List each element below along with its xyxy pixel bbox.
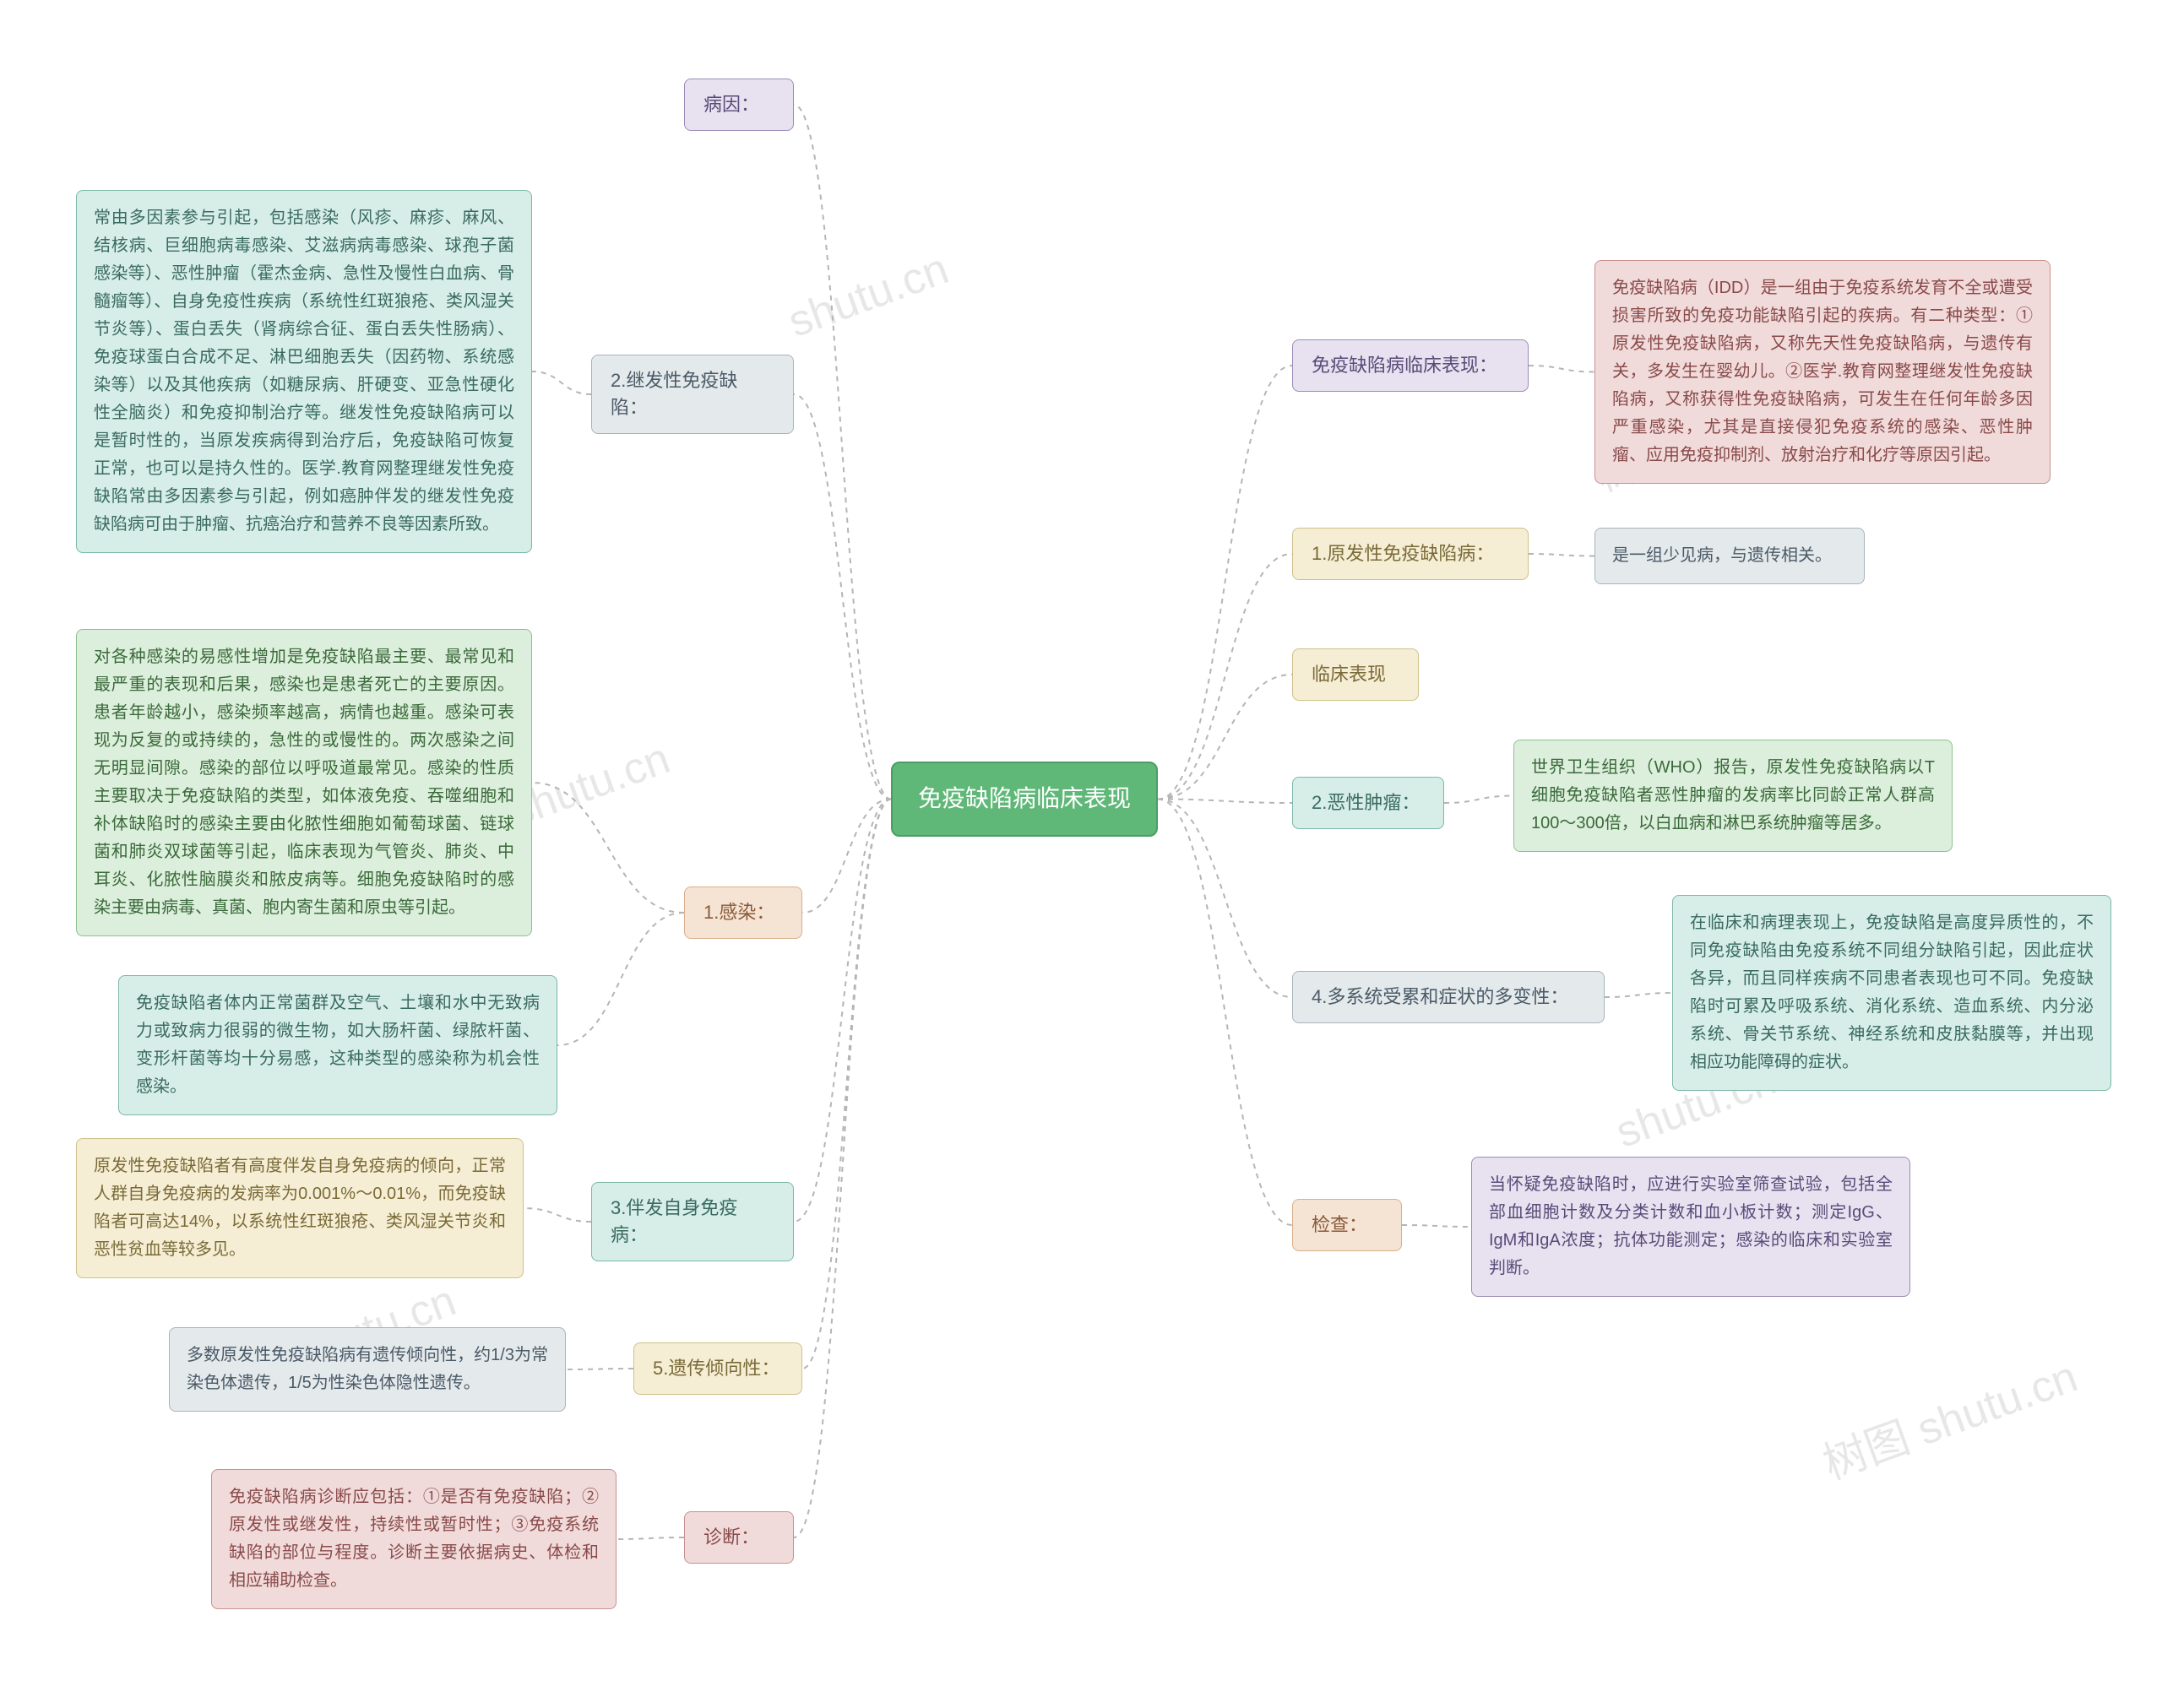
branch-left-3: 3.伴发自身免疫病：	[591, 1182, 794, 1261]
branch-right-4: 4.多系统受累和症状的多变性：	[1292, 971, 1605, 1023]
leaf-right-1: 是一组少见病，与遗传相关。	[1594, 528, 1865, 584]
leaf-left-2-0: 对各种感染的易感性增加是免疫缺陷最主要、最常见和最严重的表现和后果，感染也是患者…	[76, 629, 532, 936]
branch-right-0: 免疫缺陷病临床表现：	[1292, 339, 1529, 392]
watermark: shutu.cn	[782, 243, 955, 348]
leaf-right-4: 在临床和病理表现上，免疫缺陷是高度异质性的，不同免疫缺陷由免疫系统不同组分缺陷引…	[1672, 895, 2111, 1091]
branch-left-4: 5.遗传倾向性：	[633, 1342, 802, 1395]
leaf-right-5: 当怀疑免疫缺陷时，应进行实验室筛查试验，包括全部血细胞计数及分类计数和血小板计数…	[1471, 1157, 1910, 1297]
branch-left-5: 诊断：	[684, 1511, 794, 1564]
leaf-right-0: 免疫缺陷病（IDD）是一组由于免疫系统发育不全或遭受损害所致的免疫功能缺陷引起的…	[1594, 260, 2051, 484]
leaf-left-1: 常由多因素参与引起，包括感染（风疹、麻疹、麻风、结核病、巨细胞病毒感染、艾滋病病…	[76, 190, 532, 553]
branch-right-2: 临床表现	[1292, 648, 1419, 701]
leaf-right-3: 世界卫生组织（WHO）报告，原发性免疫缺陷病以T细胞免疫缺陷者恶性肿瘤的发病率比…	[1513, 740, 1953, 852]
branch-right-5: 检查：	[1292, 1199, 1402, 1251]
branch-right-3: 2.恶性肿瘤：	[1292, 777, 1444, 829]
branch-right-1: 1.原发性免疫缺陷病：	[1292, 528, 1529, 580]
branch-left-2: 1.感染：	[684, 887, 802, 939]
branch-left-0: 病因：	[684, 79, 794, 131]
leaf-left-5: 免疫缺陷病诊断应包括：①是否有免疫缺陷；②原发性或继发性，持续性或暂时性；③免疫…	[211, 1469, 617, 1609]
leaf-left-3: 原发性免疫缺陷者有高度伴发自身免疫病的倾向，正常人群自身免疫病的发病率为0.00…	[76, 1138, 524, 1278]
watermark: 树图 shutu.cn	[1813, 1341, 2085, 1491]
leaf-left-4: 多数原发性免疫缺陷病有遗传倾向性，约1/3为常染色体遗传，1/5为性染色体隐性遗…	[169, 1327, 566, 1412]
branch-left-1: 2.继发性免疫缺陷：	[591, 355, 794, 434]
center-node: 免疫缺陷病临床表现	[891, 762, 1158, 837]
leaf-left-2-1: 免疫缺陷者体内正常菌群及空气、土壤和水中无致病力或致病力很弱的微生物，如大肠杆菌…	[118, 975, 557, 1115]
